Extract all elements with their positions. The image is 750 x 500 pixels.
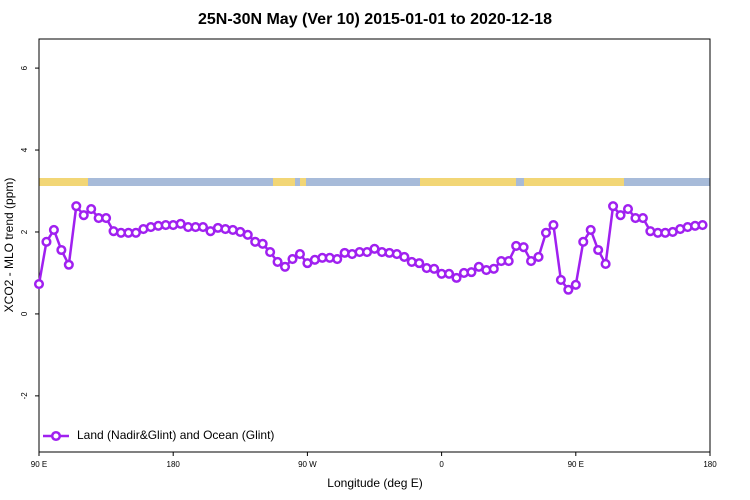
- data-point: [414, 258, 425, 269]
- data-point: [451, 272, 462, 283]
- data-point: [622, 203, 634, 215]
- data-point: [399, 251, 410, 263]
- data-point: [429, 263, 440, 274]
- x-tick-label: 90 W: [298, 460, 317, 469]
- y-tick-label: -2: [20, 392, 29, 400]
- data-point: [600, 258, 611, 269]
- data-point: [563, 284, 574, 295]
- data-point: [540, 227, 552, 238]
- data-point: [697, 219, 708, 231]
- x-tick-label: 90 E: [568, 460, 584, 469]
- plot-frame: [38, 38, 711, 453]
- x-axis-label: Longitude (deg E): [327, 476, 422, 490]
- data-point: [526, 256, 537, 267]
- data-point: [488, 263, 499, 274]
- data-point: [593, 244, 604, 256]
- land-ocean-band: [39, 178, 710, 186]
- data-point: [287, 253, 298, 265]
- x-tick-label: 0: [439, 460, 444, 469]
- data-point: [41, 236, 52, 247]
- x-tick-label: 180: [167, 460, 181, 469]
- data-point: [63, 259, 74, 270]
- data-point: [197, 222, 209, 233]
- data-point: [578, 236, 589, 247]
- y-tick-label: 6: [20, 65, 29, 70]
- data-point: [332, 253, 343, 265]
- data-point: [101, 212, 112, 224]
- data-point: [33, 278, 45, 290]
- x-tick-label: 90 E: [31, 460, 47, 469]
- data-point: [242, 229, 253, 240]
- data-point: [533, 251, 544, 263]
- data-point: [257, 238, 268, 249]
- data-point: [56, 244, 67, 256]
- data-point: [265, 247, 276, 258]
- data-point: [279, 261, 291, 272]
- data-point: [637, 212, 648, 224]
- data-point: [518, 242, 529, 253]
- data-point: [585, 224, 596, 235]
- data-point: [272, 256, 283, 267]
- data-point: [294, 249, 305, 260]
- data-point: [548, 219, 559, 231]
- data-point: [466, 267, 477, 278]
- data-point: [555, 274, 566, 285]
- data-point: [130, 227, 141, 238]
- data-point: [78, 210, 89, 221]
- chart-title: 25N-30N May (Ver 10) 2015-01-01 to 2020-…: [198, 11, 552, 28]
- data-point: [86, 203, 97, 215]
- data-point: [503, 256, 514, 267]
- data-point: [615, 210, 626, 221]
- y-tick-label: 4: [20, 147, 29, 152]
- data-point: [48, 224, 59, 235]
- data-point: [444, 268, 455, 279]
- y-axis-label: XCO2 - MLO trend (ppm): [2, 178, 16, 313]
- y-tick-label: 0: [20, 311, 29, 316]
- x-tick-label: 180: [703, 460, 717, 469]
- legend-label: Land (Nadir&Glint) and Ocean (Glint): [77, 428, 274, 442]
- data-point: [608, 201, 619, 212]
- legend-marker: [50, 430, 62, 442]
- data-point: [570, 279, 581, 290]
- y-tick-label: 2: [20, 229, 29, 234]
- data-point: [71, 201, 82, 212]
